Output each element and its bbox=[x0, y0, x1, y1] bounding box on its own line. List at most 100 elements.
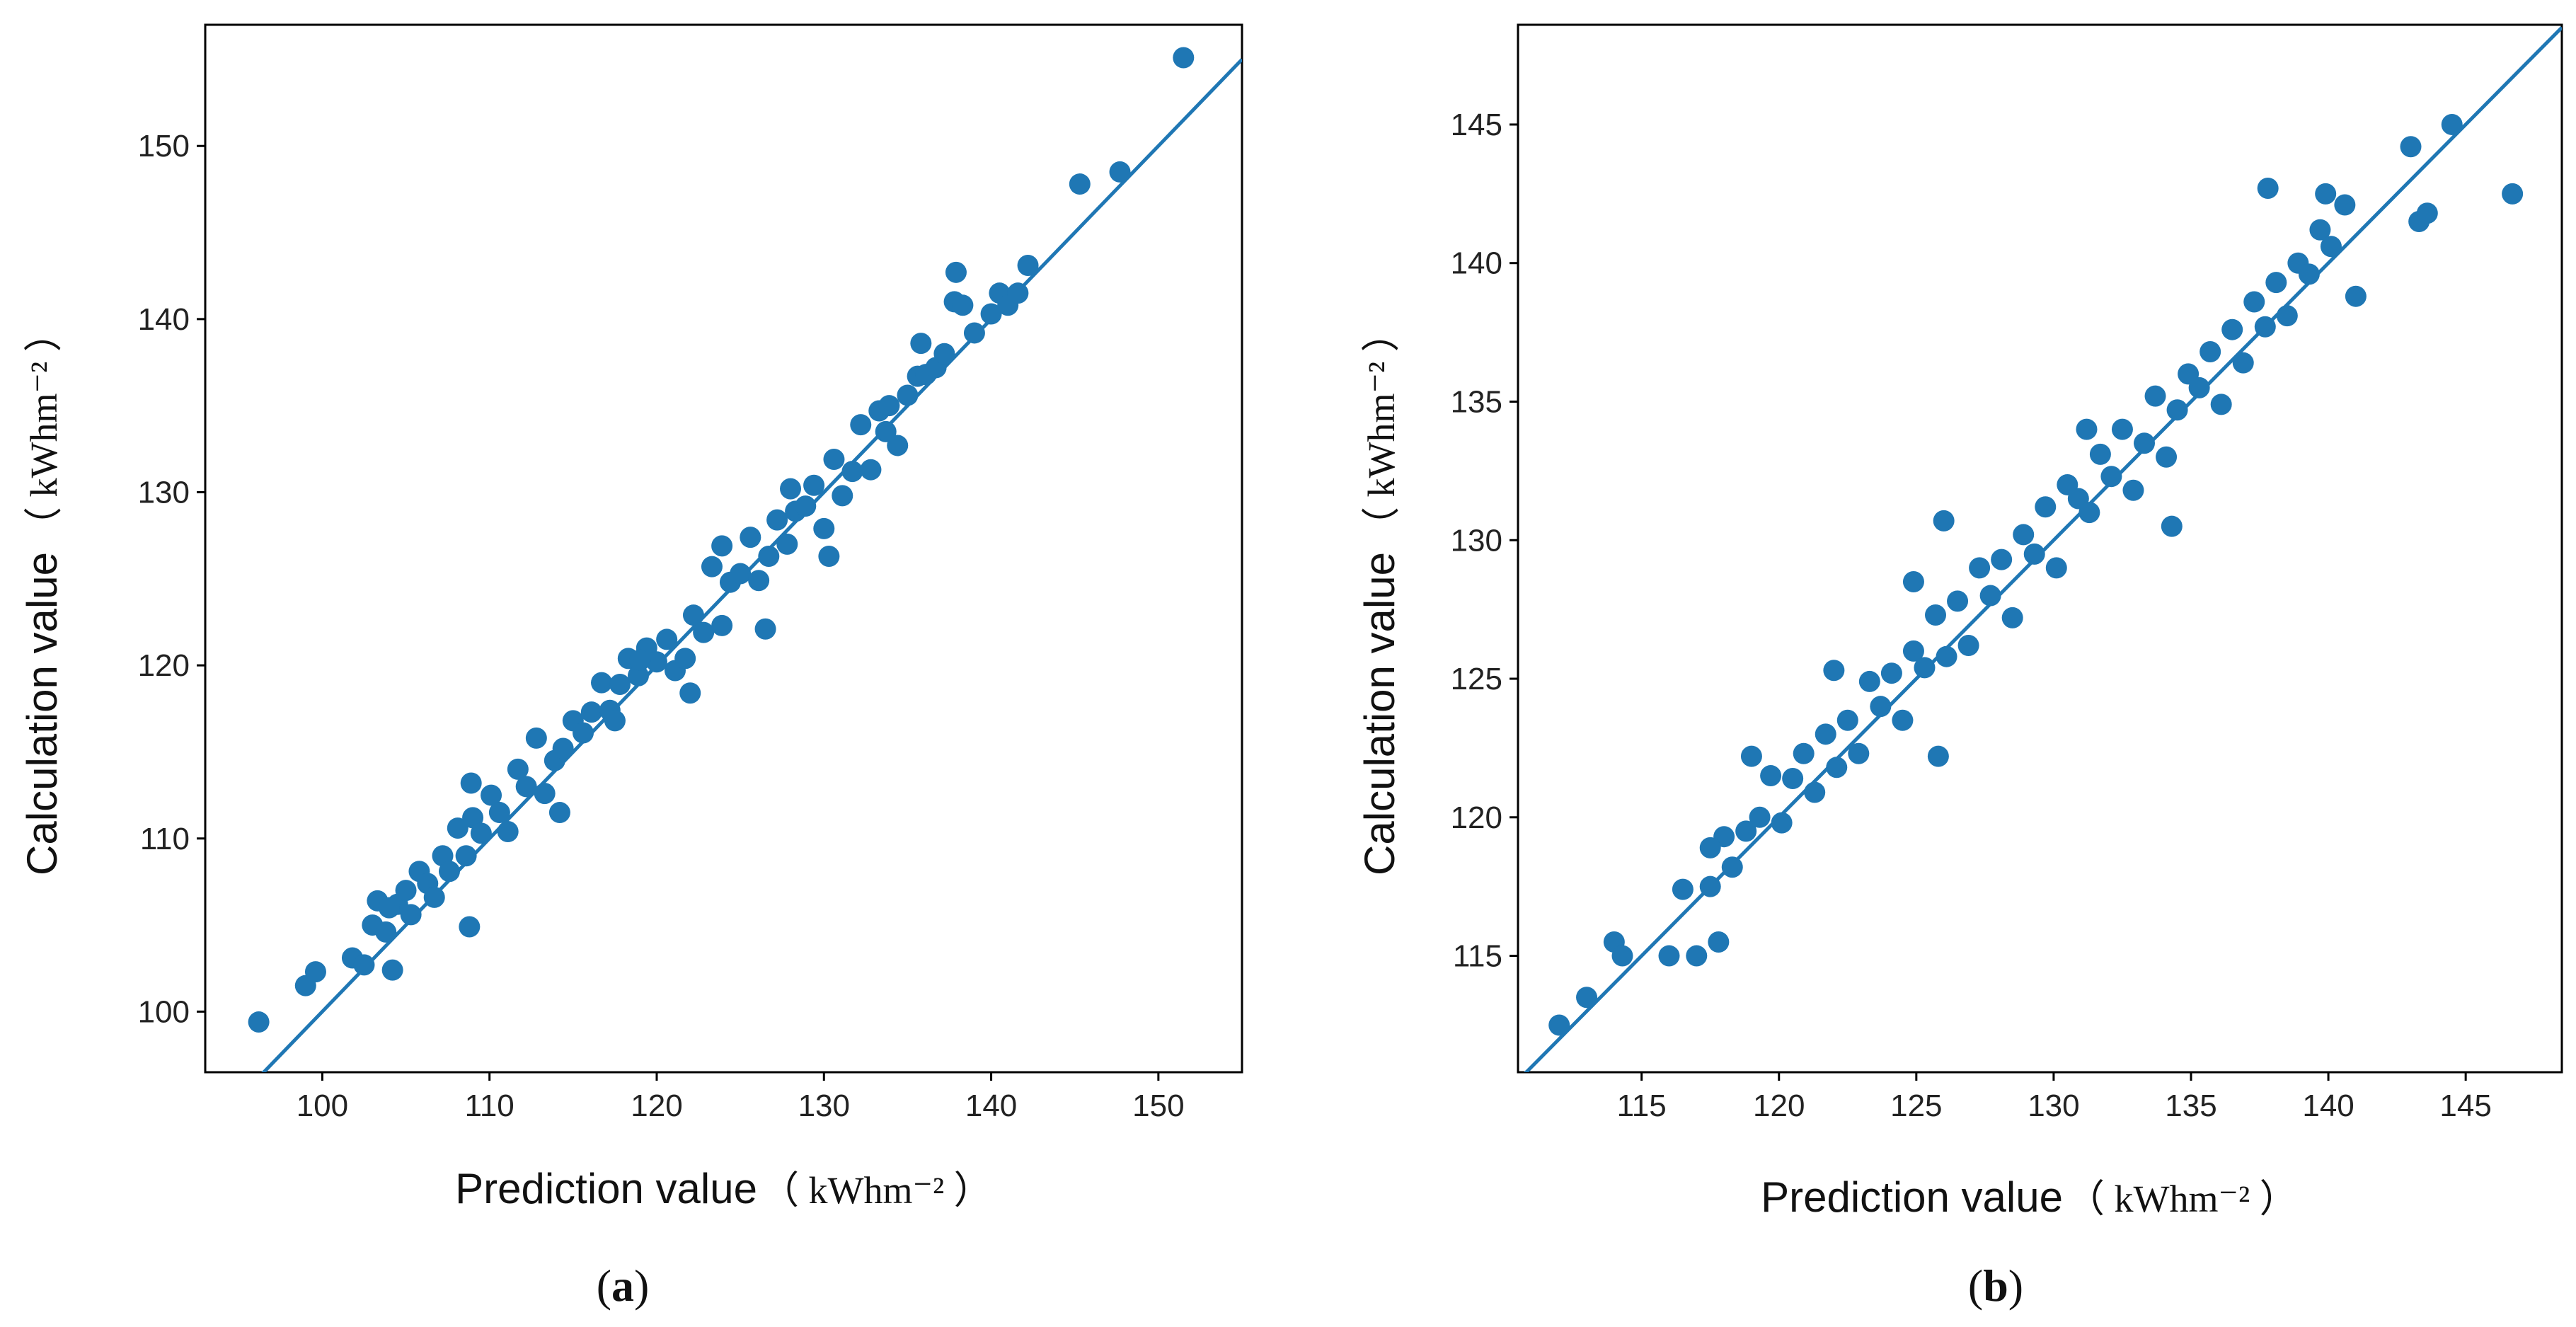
data-point bbox=[2134, 432, 2155, 454]
data-point bbox=[1870, 696, 1892, 718]
data-point bbox=[2243, 291, 2265, 313]
data-point bbox=[674, 648, 696, 670]
data-point bbox=[609, 674, 631, 696]
data-point bbox=[573, 722, 594, 744]
x-tick-label: 130 bbox=[798, 1088, 850, 1123]
data-point bbox=[1880, 662, 1902, 684]
y-axis-title-b: Calculation value bbox=[1356, 552, 1403, 875]
data-point bbox=[447, 817, 468, 839]
data-point bbox=[2309, 219, 2331, 241]
x-tick-label: 120 bbox=[1753, 1088, 1805, 1123]
y-tick-label: 120 bbox=[1451, 800, 1502, 835]
data-point bbox=[813, 517, 835, 539]
data-point bbox=[580, 701, 602, 723]
data-point bbox=[1017, 255, 1039, 277]
data-point bbox=[1848, 742, 1870, 764]
data-point bbox=[1957, 635, 1979, 657]
data-point bbox=[1858, 670, 1880, 692]
data-point bbox=[1749, 806, 1771, 828]
data-point bbox=[1007, 282, 1029, 304]
data-point bbox=[766, 509, 788, 531]
data-point bbox=[2144, 385, 2166, 407]
data-point bbox=[497, 820, 519, 842]
data-point bbox=[507, 758, 529, 780]
x-tick-label: 140 bbox=[965, 1088, 1017, 1123]
y-axis-unit-a: （ kWhm⁻² ） bbox=[23, 314, 65, 545]
data-point bbox=[795, 495, 817, 517]
x-tick-label: 100 bbox=[297, 1088, 348, 1123]
panel-caption-a: (a) bbox=[597, 1260, 650, 1311]
data-point bbox=[780, 478, 802, 500]
data-point bbox=[2265, 272, 2287, 294]
data-point bbox=[470, 822, 492, 844]
data-point bbox=[2210, 393, 2232, 415]
data-point bbox=[2320, 236, 2342, 258]
data-point bbox=[2045, 557, 2067, 579]
data-point bbox=[2276, 305, 2298, 327]
data-point bbox=[460, 772, 482, 794]
data-point bbox=[850, 414, 872, 436]
data-point bbox=[2001, 607, 2023, 628]
x-tick-label: 130 bbox=[2028, 1088, 2079, 1123]
x-axis-unit-a: （ kWhm⁻² ） bbox=[761, 1169, 992, 1212]
data-point bbox=[841, 461, 863, 483]
data-point bbox=[2221, 318, 2243, 340]
chart-panel-a: 100 110 120 130 140 150 100 110 120 130 140 150 Pre… bbox=[18, 23, 1243, 1311]
data-point bbox=[2334, 194, 2356, 216]
data-point bbox=[1793, 742, 1815, 764]
plot-frame-b bbox=[1517, 23, 2563, 1074]
data-point bbox=[459, 916, 481, 938]
data-point bbox=[1804, 781, 1826, 803]
data-point bbox=[818, 546, 840, 568]
data-point bbox=[2111, 418, 2133, 440]
y-tick-label: 135 bbox=[1451, 384, 1502, 419]
data-point bbox=[803, 474, 825, 496]
data-point bbox=[2502, 183, 2524, 205]
data-point bbox=[381, 959, 403, 981]
data-point bbox=[1109, 161, 1131, 183]
data-point bbox=[1740, 745, 1762, 767]
data-point bbox=[1979, 585, 2001, 607]
fit-line-a bbox=[261, 58, 1242, 1072]
y-tick-label: 145 bbox=[1451, 108, 1502, 142]
data-point bbox=[823, 449, 845, 471]
y-tick-label: 125 bbox=[1451, 662, 1502, 696]
y-axis-unit-b: （ kWhm⁻² ） bbox=[1360, 314, 1403, 545]
data-point bbox=[1815, 723, 1836, 745]
data-point bbox=[462, 807, 484, 829]
y-tick-label: 120 bbox=[138, 648, 190, 683]
data-point bbox=[1933, 510, 1955, 532]
data-point bbox=[1735, 820, 1757, 842]
data-point bbox=[488, 802, 510, 824]
data-point bbox=[378, 897, 400, 919]
data-point bbox=[1173, 47, 1195, 69]
data-point bbox=[1914, 657, 1936, 679]
data-point bbox=[438, 861, 460, 883]
data-point bbox=[875, 420, 897, 442]
y-tick-label: 110 bbox=[140, 822, 190, 856]
x-axis-title-b: Prediction value bbox=[1761, 1173, 2063, 1221]
data-point bbox=[963, 322, 985, 344]
data-point bbox=[933, 343, 955, 364]
data-point bbox=[656, 628, 678, 650]
data-point bbox=[1892, 709, 1914, 731]
data-point bbox=[2416, 202, 2438, 224]
data-point bbox=[2023, 543, 2045, 565]
data-point bbox=[304, 961, 326, 983]
data-point bbox=[2013, 524, 2035, 546]
data-point bbox=[2298, 263, 2320, 285]
data-point bbox=[1826, 757, 1848, 779]
data-point bbox=[1925, 604, 1946, 626]
data-point bbox=[2315, 183, 2337, 205]
data-point bbox=[248, 1011, 270, 1033]
data-point bbox=[1823, 660, 1845, 682]
y-axis-title-a: Calculation value bbox=[18, 552, 66, 875]
x-tick-label: 145 bbox=[2439, 1088, 2491, 1123]
data-point bbox=[1902, 570, 1924, 592]
data-point bbox=[832, 485, 853, 507]
data-point bbox=[2100, 466, 2122, 488]
y-tick-label: 100 bbox=[138, 994, 190, 1029]
x-axis-unit-b: （ kWhm⁻² ） bbox=[2066, 1178, 2298, 1220]
data-point bbox=[2257, 178, 2279, 200]
data-point bbox=[2400, 136, 2422, 158]
